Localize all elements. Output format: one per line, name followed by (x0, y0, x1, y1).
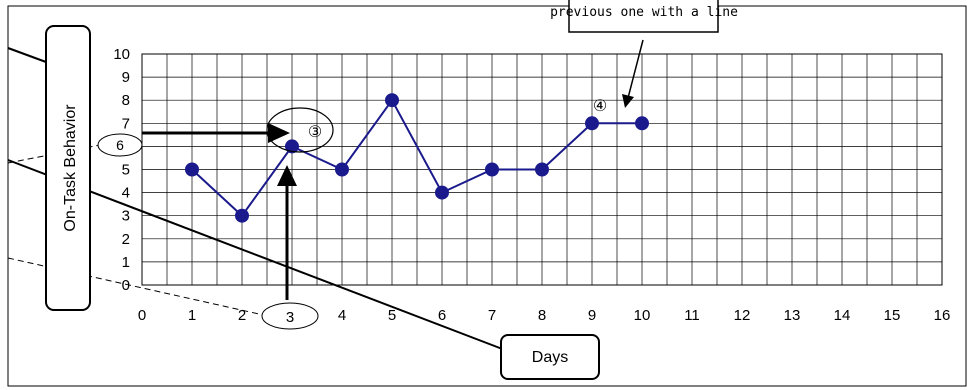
data-point (385, 93, 399, 108)
data-point (335, 162, 349, 177)
callout-pointer (627, 39, 644, 99)
circle-point-3 (266, 107, 334, 153)
ylabel-box (45, 25, 91, 311)
x-tick-label: 2 (238, 307, 246, 324)
arrowhead-horizontal (268, 123, 290, 143)
x-tick-label: 12 (734, 307, 751, 324)
data-point (235, 208, 249, 223)
data-point (585, 116, 599, 131)
y-axis-label: On-Task Behavior (62, 104, 79, 232)
xlabel-box (500, 334, 600, 380)
y-tick-label: 10 (113, 46, 130, 63)
data-point (635, 116, 649, 131)
y-tick-label: 2 (122, 231, 130, 248)
x-tick-label: 10 (634, 307, 651, 324)
circled-y-value: 6 (116, 137, 124, 153)
circled-x-value: 3 (286, 309, 294, 326)
dashed-line-upper (7, 144, 101, 164)
x-tick-label: 13 (784, 307, 801, 324)
y-tick-label: 7 (122, 115, 130, 132)
grid-lines (141, 53, 943, 286)
leader-line-ylabel (7, 47, 47, 63)
data-points (185, 93, 649, 223)
y-tick-labels: 0 1 2 3 4 5 6 7 8 9 10 (113, 46, 130, 294)
x-tick-label: 15 (884, 307, 901, 324)
data-point (285, 139, 299, 154)
x-tick-label: 1 (188, 307, 196, 324)
arrowhead-vertical (277, 165, 297, 186)
y-tick-label: 0 (122, 277, 130, 294)
x-axis-label: Days (532, 349, 568, 366)
x-tick-label: 11 (684, 307, 700, 324)
y-tick-label: 4 (122, 185, 130, 202)
callout-arrowhead (622, 94, 634, 108)
x-tick-label: 14 (834, 307, 851, 324)
series-line (191, 98, 642, 218)
x-tick-label: 16 (934, 307, 951, 324)
x-tick-label: 4 (338, 307, 346, 324)
marker-3: ③ (308, 124, 322, 141)
x-tick-label: 6 (438, 307, 446, 324)
data-point (485, 162, 499, 177)
data-point (185, 162, 199, 177)
y-tick-label: 1 (122, 254, 130, 271)
x-tick-labels: 012345678910111213141516 (138, 307, 951, 324)
circle-y-tick-6 (97, 133, 143, 157)
y-tick-label: 8 (122, 92, 130, 109)
y-tick-label: 9 (122, 69, 130, 86)
data-point (535, 162, 549, 177)
data-point (435, 185, 449, 200)
x-tick-label: 9 (588, 307, 596, 324)
circle-x-tick-3 (261, 302, 319, 330)
x-tick-label: 0 (138, 307, 146, 324)
callout-text: previous one with a line (550, 5, 738, 20)
x-tick-label: 8 (538, 307, 546, 324)
y-tick-label: 5 (122, 162, 130, 179)
x-tick-label: 7 (488, 307, 496, 324)
chart-frame (7, 5, 967, 387)
y-tick-label: 3 (122, 208, 130, 225)
callout-box (568, 0, 719, 33)
x-tick-label: 5 (388, 307, 396, 324)
marker-4: ④ (593, 98, 607, 115)
